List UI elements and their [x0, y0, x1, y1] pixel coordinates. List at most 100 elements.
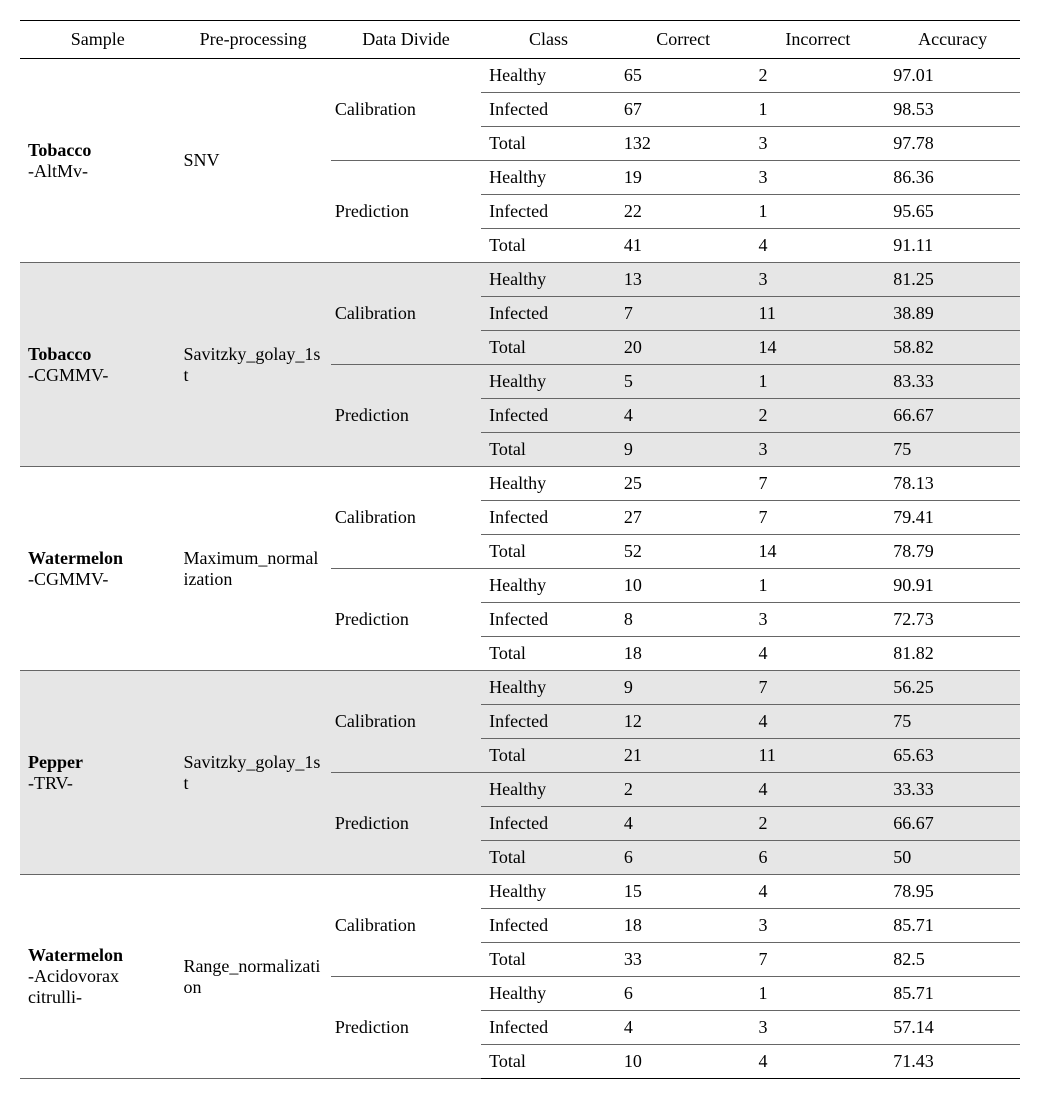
class-cell: Total [481, 535, 616, 569]
accuracy-cell: 66.67 [885, 399, 1020, 433]
incorrect-cell: 1 [751, 977, 886, 1011]
class-cell: Infected [481, 909, 616, 943]
sample-sub: -CGMMV- [28, 365, 167, 386]
class-cell: Total [481, 1045, 616, 1079]
class-cell: Total [481, 127, 616, 161]
incorrect-cell: 3 [751, 1011, 886, 1045]
accuracy-cell: 85.71 [885, 977, 1020, 1011]
header-pre: Pre-processing [175, 21, 330, 59]
accuracy-cell: 66.67 [885, 807, 1020, 841]
header-correct: Correct [616, 21, 751, 59]
preprocessing-cell: SNV [175, 59, 330, 263]
preprocessing-cell: Savitzky_golay_1st [175, 671, 330, 875]
incorrect-cell: 2 [751, 399, 886, 433]
incorrect-cell: 2 [751, 807, 886, 841]
preprocessing-cell: Savitzky_golay_1st [175, 263, 330, 467]
header-accuracy: Accuracy [885, 21, 1020, 59]
accuracy-cell: 56.25 [885, 671, 1020, 705]
incorrect-cell: 7 [751, 467, 886, 501]
accuracy-cell: 38.89 [885, 297, 1020, 331]
incorrect-cell: 11 [751, 297, 886, 331]
table-row: Pepper-TRV-Savitzky_golay_1stCalibration… [20, 671, 1020, 705]
correct-cell: 65 [616, 59, 751, 93]
accuracy-cell: 75 [885, 705, 1020, 739]
class-cell: Infected [481, 1011, 616, 1045]
correct-cell: 52 [616, 535, 751, 569]
accuracy-cell: 71.43 [885, 1045, 1020, 1079]
data-divide-cell: Prediction [331, 773, 481, 875]
incorrect-cell: 4 [751, 637, 886, 671]
header-sample: Sample [20, 21, 175, 59]
class-cell: Total [481, 637, 616, 671]
sample-cell: Tobacco-CGMMV- [20, 263, 175, 467]
class-cell: Total [481, 841, 616, 875]
incorrect-cell: 4 [751, 773, 886, 807]
data-divide-cell: Prediction [331, 977, 481, 1079]
accuracy-cell: 97.01 [885, 59, 1020, 93]
sample-sub: -CGMMV- [28, 569, 167, 590]
class-cell: Total [481, 229, 616, 263]
incorrect-cell: 2 [751, 59, 886, 93]
incorrect-cell: 3 [751, 603, 886, 637]
preprocessing-cell: Maximum_normalization [175, 467, 330, 671]
class-cell: Infected [481, 195, 616, 229]
class-cell: Healthy [481, 59, 616, 93]
class-cell: Healthy [481, 161, 616, 195]
class-cell: Infected [481, 807, 616, 841]
incorrect-cell: 7 [751, 671, 886, 705]
correct-cell: 6 [616, 841, 751, 875]
class-cell: Healthy [481, 569, 616, 603]
correct-cell: 18 [616, 909, 751, 943]
sample-main: Tobacco [28, 140, 167, 161]
accuracy-cell: 78.95 [885, 875, 1020, 909]
correct-cell: 12 [616, 705, 751, 739]
incorrect-cell: 4 [751, 229, 886, 263]
sample-main: Pepper [28, 752, 167, 773]
correct-cell: 4 [616, 1011, 751, 1045]
table-row: Watermelon-Acidovorax citrulli-Range_nor… [20, 875, 1020, 909]
data-divide-cell: Prediction [331, 569, 481, 671]
class-cell: Healthy [481, 671, 616, 705]
correct-cell: 132 [616, 127, 751, 161]
incorrect-cell: 1 [751, 195, 886, 229]
accuracy-cell: 72.73 [885, 603, 1020, 637]
incorrect-cell: 4 [751, 705, 886, 739]
class-cell: Healthy [481, 977, 616, 1011]
class-cell: Infected [481, 603, 616, 637]
data-divide-cell: Calibration [331, 263, 481, 365]
correct-cell: 4 [616, 807, 751, 841]
incorrect-cell: 1 [751, 365, 886, 399]
correct-cell: 19 [616, 161, 751, 195]
sample-main: Watermelon [28, 548, 167, 569]
class-cell: Total [481, 943, 616, 977]
correct-cell: 21 [616, 739, 751, 773]
header-row: Sample Pre-processing Data Divide Class … [20, 21, 1020, 59]
preprocessing-cell: Range_normalization [175, 875, 330, 1079]
sample-main: Tobacco [28, 344, 167, 365]
accuracy-cell: 98.53 [885, 93, 1020, 127]
data-divide-cell: Prediction [331, 365, 481, 467]
class-cell: Total [481, 433, 616, 467]
class-cell: Infected [481, 501, 616, 535]
accuracy-cell: 33.33 [885, 773, 1020, 807]
class-cell: Total [481, 331, 616, 365]
incorrect-cell: 3 [751, 161, 886, 195]
correct-cell: 27 [616, 501, 751, 535]
accuracy-cell: 81.25 [885, 263, 1020, 297]
incorrect-cell: 1 [751, 569, 886, 603]
class-cell: Healthy [481, 263, 616, 297]
incorrect-cell: 14 [751, 331, 886, 365]
data-divide-cell: Calibration [331, 59, 481, 161]
incorrect-cell: 11 [751, 739, 886, 773]
accuracy-cell: 90.91 [885, 569, 1020, 603]
correct-cell: 5 [616, 365, 751, 399]
correct-cell: 10 [616, 569, 751, 603]
accuracy-cell: 82.5 [885, 943, 1020, 977]
data-divide-cell: Calibration [331, 875, 481, 977]
incorrect-cell: 1 [751, 93, 886, 127]
correct-cell: 18 [616, 637, 751, 671]
table-row: Tobacco-CGMMV-Savitzky_golay_1stCalibrat… [20, 263, 1020, 297]
class-cell: Healthy [481, 467, 616, 501]
accuracy-cell: 65.63 [885, 739, 1020, 773]
correct-cell: 15 [616, 875, 751, 909]
